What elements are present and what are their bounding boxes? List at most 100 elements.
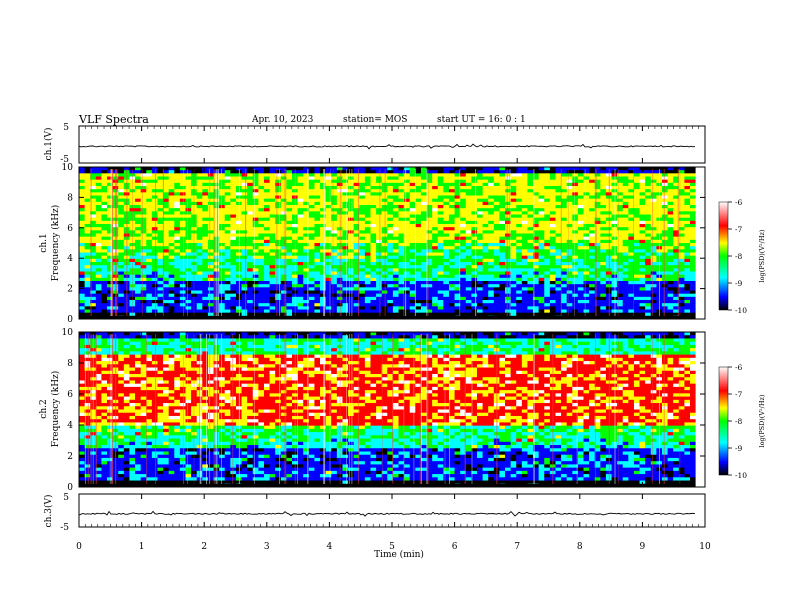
ch1-spectrogram-cell — [538, 189, 545, 193]
ch1-spectrogram-cell — [202, 284, 209, 288]
ch1-spectrogram-cell — [174, 246, 181, 250]
ch1-spectrogram-cell — [140, 195, 147, 200]
ch1-spectrogram-cell — [510, 205, 517, 209]
ch1-spectrogram-cell — [549, 277, 556, 282]
ch1-spectrogram-cell — [465, 277, 472, 282]
ch1-spectrogram-cell — [538, 287, 545, 291]
ch1-spectrogram-cell — [387, 217, 394, 222]
ch1-spectrogram-cell — [622, 189, 629, 193]
ch1-spectrogram-cell — [370, 290, 377, 295]
ch1-spectrogram-cell — [370, 277, 377, 282]
ch1-spectrogram-cell — [549, 296, 556, 301]
ch1-spectrogram-cell — [241, 173, 248, 177]
ch1-spectrogram-cell — [443, 290, 450, 295]
ch1-spectrogram-cell — [174, 217, 181, 222]
ch1-spectrogram-cell — [168, 227, 175, 231]
ch1-spectrogram-cell — [493, 265, 500, 269]
ch1-spectrogram-cell — [432, 224, 439, 228]
ch1-spectrogram-cell — [84, 189, 91, 193]
ch1-spectrogram-cell — [493, 281, 500, 285]
ch1-spectrogram-cell — [639, 309, 646, 314]
ch1-spectrogram-cell — [387, 230, 394, 234]
ch1-spectrogram-cell — [392, 290, 399, 295]
ch1-spectrogram-cell — [476, 176, 483, 181]
ch1-spectrogram-cell — [426, 252, 433, 257]
ch1-spectrogram-cell — [561, 246, 568, 250]
ch1-spectrogram-cell — [247, 255, 254, 260]
ch1-spectrogram-cell — [471, 268, 478, 272]
ch1-spectrogram-cell — [308, 201, 315, 206]
ch1-spectrogram-cell — [538, 205, 545, 209]
ch1-spectrogram-cell — [185, 198, 192, 203]
ch1-spectrogram-cell — [505, 290, 512, 295]
ch1-spectrogram-cell — [476, 271, 483, 276]
ch1-spectrogram-cell — [432, 220, 439, 225]
ch1-spectrogram-cell — [583, 179, 590, 184]
ch1-spectrogram-cell — [499, 252, 506, 257]
ch1-spectrogram-cell — [572, 312, 579, 317]
ch1-spectrogram-cell — [510, 300, 517, 304]
ch1-spectrogram-cell — [297, 268, 304, 272]
ch1-spectrogram-cell — [241, 239, 248, 244]
ch1-spectrogram-cell — [448, 195, 455, 200]
ch1-spectrogram-cell — [415, 312, 422, 317]
ch1-spectrogram-cell — [420, 296, 427, 301]
ch1-spectrogram-cell — [454, 243, 461, 247]
ch1-spectrogram-cell — [465, 281, 472, 285]
ch1-spectrogram-cell — [387, 220, 394, 225]
ch1-spectrogram-cell — [633, 182, 640, 187]
ch1-spectrogram-cell — [146, 214, 153, 219]
ch1-spectrogram-cell — [207, 262, 214, 266]
ch1-spectrogram-cell — [454, 198, 461, 203]
ch1-spectrogram-cell — [207, 284, 214, 288]
ch1-spectrogram-cell — [549, 268, 556, 272]
ch1-spectrogram-cell — [645, 182, 652, 187]
ch1-spectrogram-cell — [583, 281, 590, 285]
ch1-spectrogram-cell — [280, 265, 287, 269]
ch1-spectrogram-cell — [617, 230, 624, 234]
ch1-spectrogram-cell — [107, 274, 114, 279]
ch1-spectrogram-cell — [521, 189, 528, 193]
ch1-spectrogram-cell — [555, 173, 562, 177]
ch1-spectrogram-cell — [202, 167, 209, 171]
ch1-spectrogram-cell — [549, 246, 556, 250]
ch1-spectrogram-cell — [269, 258, 276, 263]
ch1-spectrogram-cell — [241, 170, 248, 174]
ch1-spectrogram-cell — [476, 249, 483, 253]
ch1-spectrogram-cell — [308, 227, 315, 231]
ch1-spectrogram-cell — [600, 217, 607, 222]
ch1-spectrogram-cell — [471, 287, 478, 291]
ch1-spectrogram-cell — [544, 195, 551, 200]
ch1-spectrogram-cell — [420, 287, 427, 291]
ch1-spectrogram-cell — [224, 249, 231, 253]
ch1-spectrogram-cell — [163, 300, 170, 304]
ch1-spectrogram-cell — [252, 239, 259, 244]
ch1-spectrogram-cell — [398, 182, 405, 187]
ch1-spectrogram-cell — [252, 217, 259, 222]
ch1-spectrogram-cell — [471, 198, 478, 203]
ch1-spectrogram-cell — [577, 312, 584, 317]
ch1-spectrogram-cell — [589, 268, 596, 272]
ch1-spectrogram-cell — [572, 179, 579, 184]
ch1-spectrogram-cell — [342, 186, 349, 190]
ch1-spectrogram-cell — [633, 220, 640, 225]
ch1-spectrogram-cell — [471, 281, 478, 285]
ch1-spectrogram-cell — [202, 303, 209, 307]
ch1-spectrogram-cell — [583, 284, 590, 288]
ch1-spectrogram-cell — [79, 268, 86, 272]
ch1-spectrogram-cell — [622, 303, 629, 307]
ch1-spectrogram-cell — [269, 290, 276, 295]
ch1-spectrogram-cell — [364, 236, 371, 241]
ch1-spectrogram-cell — [521, 290, 528, 295]
ch1-spectrogram-cell — [320, 227, 327, 231]
ch1-spectrogram-cell — [617, 182, 624, 187]
ch1-spectrogram-cell — [510, 182, 517, 187]
ch1-spectrogram-cell — [303, 233, 310, 238]
ch1-spectrogram-cell — [135, 224, 142, 228]
ch1-spectrogram-cell — [107, 236, 114, 241]
ch1-spectrogram-cell — [482, 227, 489, 231]
ch1-spectrogram-cell — [185, 201, 192, 206]
ch1-spectrogram-cell — [207, 236, 214, 241]
ch1-spectrogram-cell — [286, 258, 293, 263]
ch1-spectrogram-cell — [179, 255, 186, 260]
